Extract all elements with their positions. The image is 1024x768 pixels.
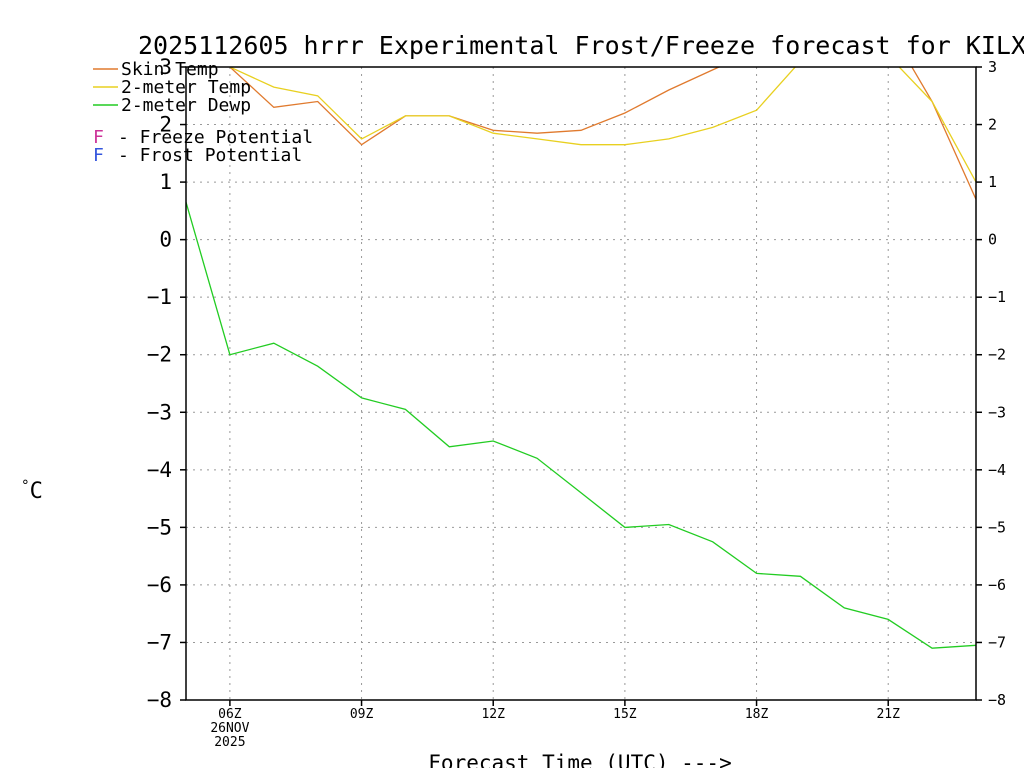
x-tick-date: 26NOV (210, 721, 249, 736)
y-tick-label-left: −1 (147, 285, 172, 309)
legend-potential-label: - Frost Potential (118, 145, 302, 166)
y-axis-label: °C (21, 478, 43, 504)
axis-ticks: −8 −8 −7 −7 −6 −6 −5 −5 −4 −4 −3 −3 −2 −2 −1 −1 0 0 1 1 2 2 3 3… (147, 55, 1006, 750)
y-tick-label-right: −8 (988, 691, 1006, 709)
y-tick-label-left: −3 (147, 400, 172, 424)
x-tick-label: 18Z (745, 707, 769, 722)
y-tick-label-left: −8 (147, 688, 172, 712)
y-tick-label-left: 1 (159, 170, 172, 194)
y-tick-label-left: −5 (147, 515, 172, 539)
y-tick-label-right: −3 (988, 403, 1006, 421)
x-axis-label: Forecast Time (UTC) ---> (428, 751, 731, 768)
legend-label: 2-meter Dewp (121, 95, 251, 116)
y-tick-label-left: 3 (159, 55, 172, 79)
y-tick-label-left: −2 (147, 343, 172, 367)
plot-frame (185, 66, 977, 701)
y-tick-label-left: −4 (147, 458, 172, 482)
grid (186, 67, 976, 700)
y-tick-label-right: 1 (988, 173, 997, 191)
series-line-2-meter-temp (228, 67, 976, 183)
y-tick-label-right: −2 (988, 346, 1006, 364)
legend-label: Skin Temp (121, 59, 219, 80)
y-tick-label-right: −5 (988, 518, 1006, 536)
y-tick-label-right: 2 (988, 116, 997, 134)
legend-label: 2-meter Temp (121, 77, 251, 98)
x-tick-label: 09Z (350, 707, 374, 722)
series-layer (186, 67, 976, 649)
legend-potential-label: - Freeze Potential (118, 127, 313, 148)
y-tick-label-right: −4 (988, 461, 1006, 479)
chart-title: 2025112605 hrrr Experimental Frost/Freez… (138, 31, 1024, 60)
y-tick-label-right: −1 (988, 288, 1006, 306)
y-tick-label-right: −6 (988, 576, 1006, 594)
y-tick-label-right: −7 (988, 633, 1006, 651)
series-line-skin-temp (228, 67, 976, 200)
y-tick-label-left: −7 (147, 630, 172, 654)
series-line-2-meter-dewp (186, 202, 976, 649)
y-tick-label-left: 2 (159, 113, 172, 137)
x-tick-label: 15Z (613, 707, 637, 722)
legend-potential-symbol: F (93, 145, 104, 166)
x-tick-label: 06Z (218, 707, 242, 722)
y-tick-label-right: 0 (988, 231, 997, 249)
x-tick-label: 12Z (481, 707, 505, 722)
legend-potential-symbol: F (93, 127, 104, 148)
y-tick-label-left: 0 (159, 228, 172, 252)
y-tick-label-left: −6 (147, 573, 172, 597)
x-tick-year: 2025 (214, 735, 245, 750)
x-tick-label: 21Z (876, 707, 900, 722)
y-tick-label-right: 3 (988, 58, 997, 76)
